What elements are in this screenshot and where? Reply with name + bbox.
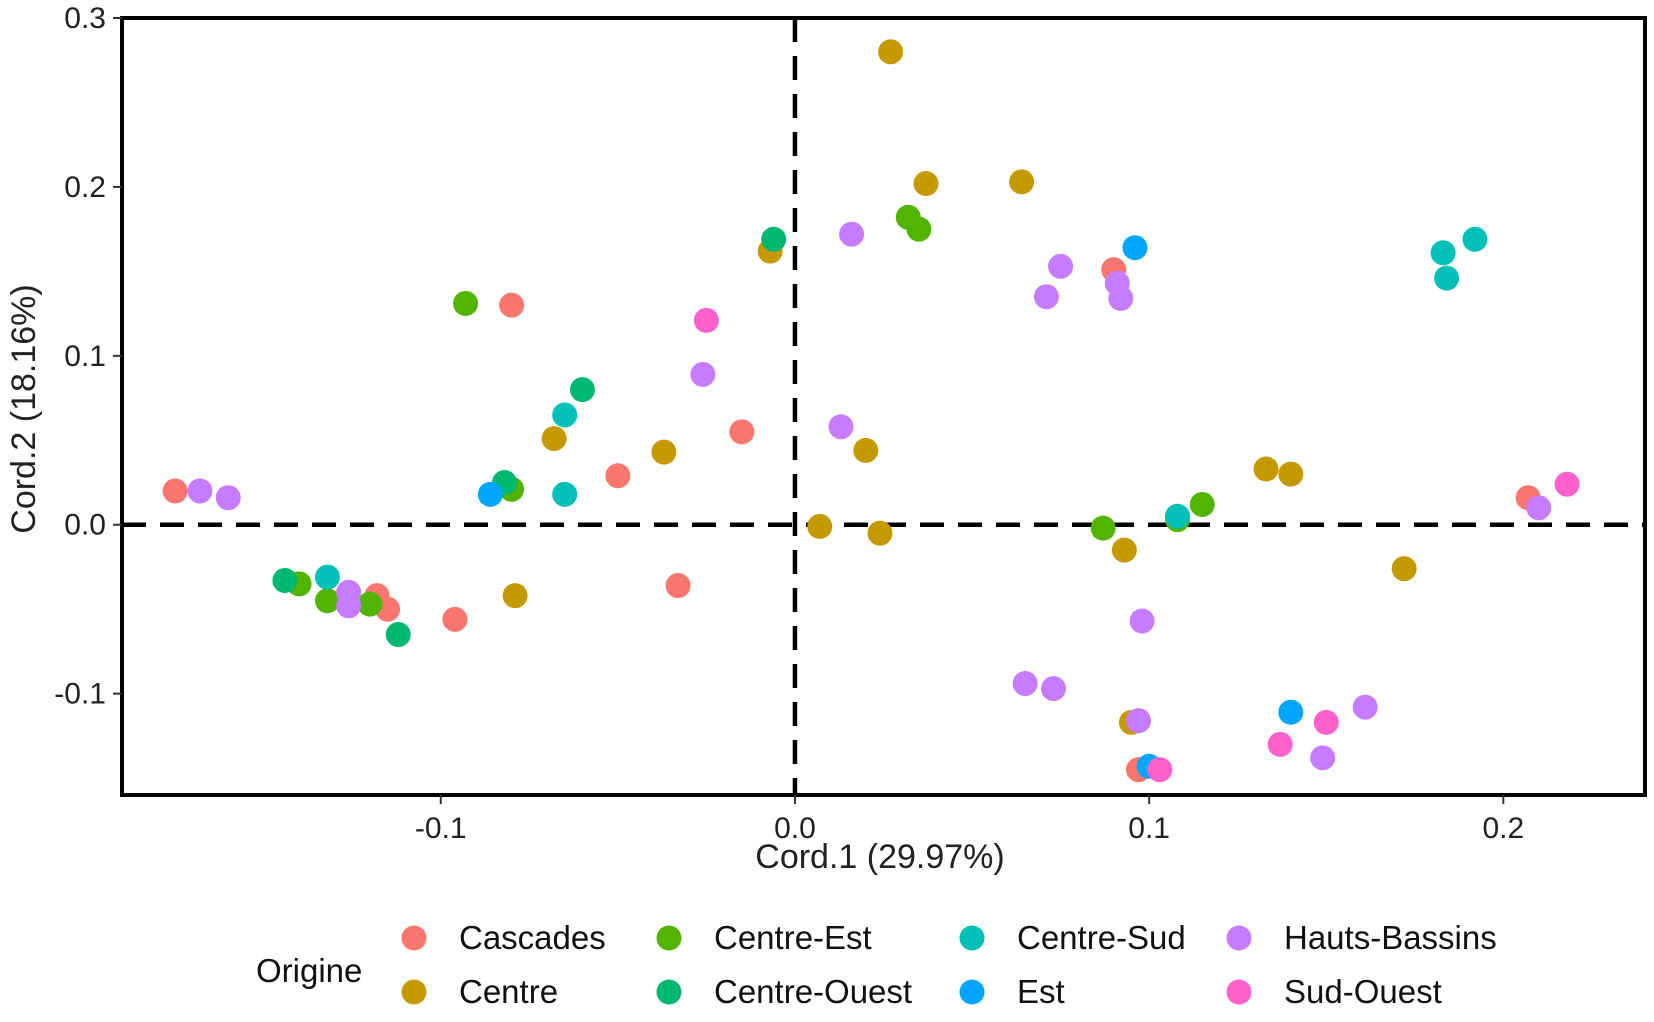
point-centre-ouest — [761, 226, 787, 252]
point-centre — [1111, 537, 1137, 563]
legend-label-cascades: Cascades — [459, 919, 606, 956]
point-sud-ouest — [1554, 471, 1580, 497]
point-centre-est — [357, 591, 383, 617]
legend-label-hauts-bassins: Hauts-Bassins — [1284, 919, 1497, 956]
legend-key-centre-sud — [959, 925, 985, 951]
point-centre — [502, 583, 528, 609]
legend-key-centre-ouest — [656, 979, 682, 1005]
point-centre-sud — [314, 564, 340, 590]
y-axis: 0.3 0.2 0.1 0.0 -0.1 — [54, 2, 122, 711]
point-hauts-bassins — [1310, 745, 1336, 771]
point-centre — [1253, 456, 1279, 482]
legend-title: Origine — [256, 952, 362, 989]
legend-label-est: Est — [1017, 973, 1065, 1010]
point-centre-est — [453, 290, 479, 316]
legend-label-sud-ouest: Sud-Ouest — [1284, 973, 1442, 1010]
point-centre — [807, 513, 833, 539]
point-sud-ouest — [1147, 757, 1173, 783]
y-tick-label: 0.1 — [64, 340, 106, 373]
point-sud-ouest — [1313, 709, 1339, 735]
point-hauts-bassins — [336, 593, 362, 619]
plot-area — [120, 16, 1647, 797]
point-centre-sud — [552, 481, 578, 507]
point-hauts-bassins — [1048, 253, 1074, 279]
point-hauts-bassins — [839, 221, 865, 247]
x-axis: -0.1 0.0 0.1 0.2 — [415, 795, 1524, 845]
legend-key-cascades — [401, 925, 427, 951]
point-hauts-bassins — [1352, 694, 1378, 720]
legend-key-est — [959, 979, 985, 1005]
y-tick-label: -0.1 — [54, 678, 106, 711]
point-centre-sud — [552, 402, 578, 428]
point-centre-est — [314, 588, 340, 614]
point-hauts-bassins — [1108, 285, 1134, 311]
point-centre — [853, 437, 879, 463]
point-est — [477, 481, 503, 507]
point-centre-est — [1090, 515, 1116, 541]
point-centre-sud — [1434, 265, 1460, 291]
point-centre — [878, 39, 904, 65]
point-hauts-bassins — [690, 361, 716, 387]
x-axis-title: Cord.1 (29.97%) — [755, 838, 1004, 876]
y-tick-label: 0.0 — [64, 509, 106, 542]
point-centre-est — [1189, 491, 1215, 517]
point-cascades — [729, 419, 755, 445]
point-centre-sud — [1462, 226, 1488, 252]
point-hauts-bassins — [215, 485, 241, 511]
legend-label-centre-est: Centre-Est — [714, 919, 872, 956]
legend-key-sud-ouest — [1226, 979, 1252, 1005]
y-axis-title: Cord.2 (18.16%) — [5, 284, 43, 533]
legend-key-centre-est — [656, 925, 682, 951]
x-tick-label: 0.2 — [1482, 812, 1524, 845]
point-hauts-bassins — [1041, 676, 1067, 702]
legend: Origine Cascades Centre Centre-Est Centre-O… — [256, 919, 1497, 1010]
point-cascades — [665, 573, 691, 599]
point-centre-est — [906, 216, 932, 242]
y-tick-label: 0.3 — [64, 2, 106, 35]
point-centre — [1009, 169, 1035, 195]
point-cascades — [162, 478, 188, 504]
legend-label-centre-sud: Centre-Sud — [1017, 919, 1186, 956]
point-centre — [1278, 461, 1304, 487]
point-hauts-bassins — [1033, 284, 1059, 310]
point-hauts-bassins — [187, 478, 213, 504]
legend-key-hauts-bassins — [1226, 925, 1252, 951]
point-centre — [541, 426, 567, 452]
point-est — [1122, 235, 1148, 261]
x-tick-label: -0.1 — [415, 812, 467, 845]
point-sud-ouest — [1267, 731, 1293, 757]
legend-key-centre — [401, 979, 427, 1005]
x-tick-label: 0.0 — [774, 812, 816, 845]
point-cascades — [499, 292, 525, 318]
point-cascades — [442, 606, 468, 632]
point-centre — [1391, 556, 1417, 582]
plot-border — [120, 16, 1647, 797]
point-hauts-bassins — [1129, 608, 1155, 634]
point-centre — [913, 171, 939, 197]
point-hauts-bassins — [1526, 495, 1552, 521]
x-tick-label: 0.1 — [1128, 812, 1170, 845]
point-centre-ouest — [569, 377, 595, 403]
point-hauts-bassins — [1126, 708, 1152, 734]
point-cascades — [605, 463, 631, 489]
point-centre-sud — [1164, 503, 1190, 529]
point-est — [1278, 699, 1304, 725]
point-centre — [651, 439, 677, 465]
legend-label-centre: Centre — [459, 973, 558, 1010]
y-tick-label: 0.2 — [64, 171, 106, 204]
point-centre-ouest — [272, 567, 298, 593]
point-hauts-bassins — [828, 414, 854, 440]
point-centre-ouest — [385, 622, 411, 648]
point-centre — [867, 520, 893, 546]
point-hauts-bassins — [1012, 671, 1038, 697]
point-sud-ouest — [693, 307, 719, 333]
legend-label-centre-ouest: Centre-Ouest — [714, 973, 912, 1010]
point-centre-sud — [1430, 240, 1456, 266]
